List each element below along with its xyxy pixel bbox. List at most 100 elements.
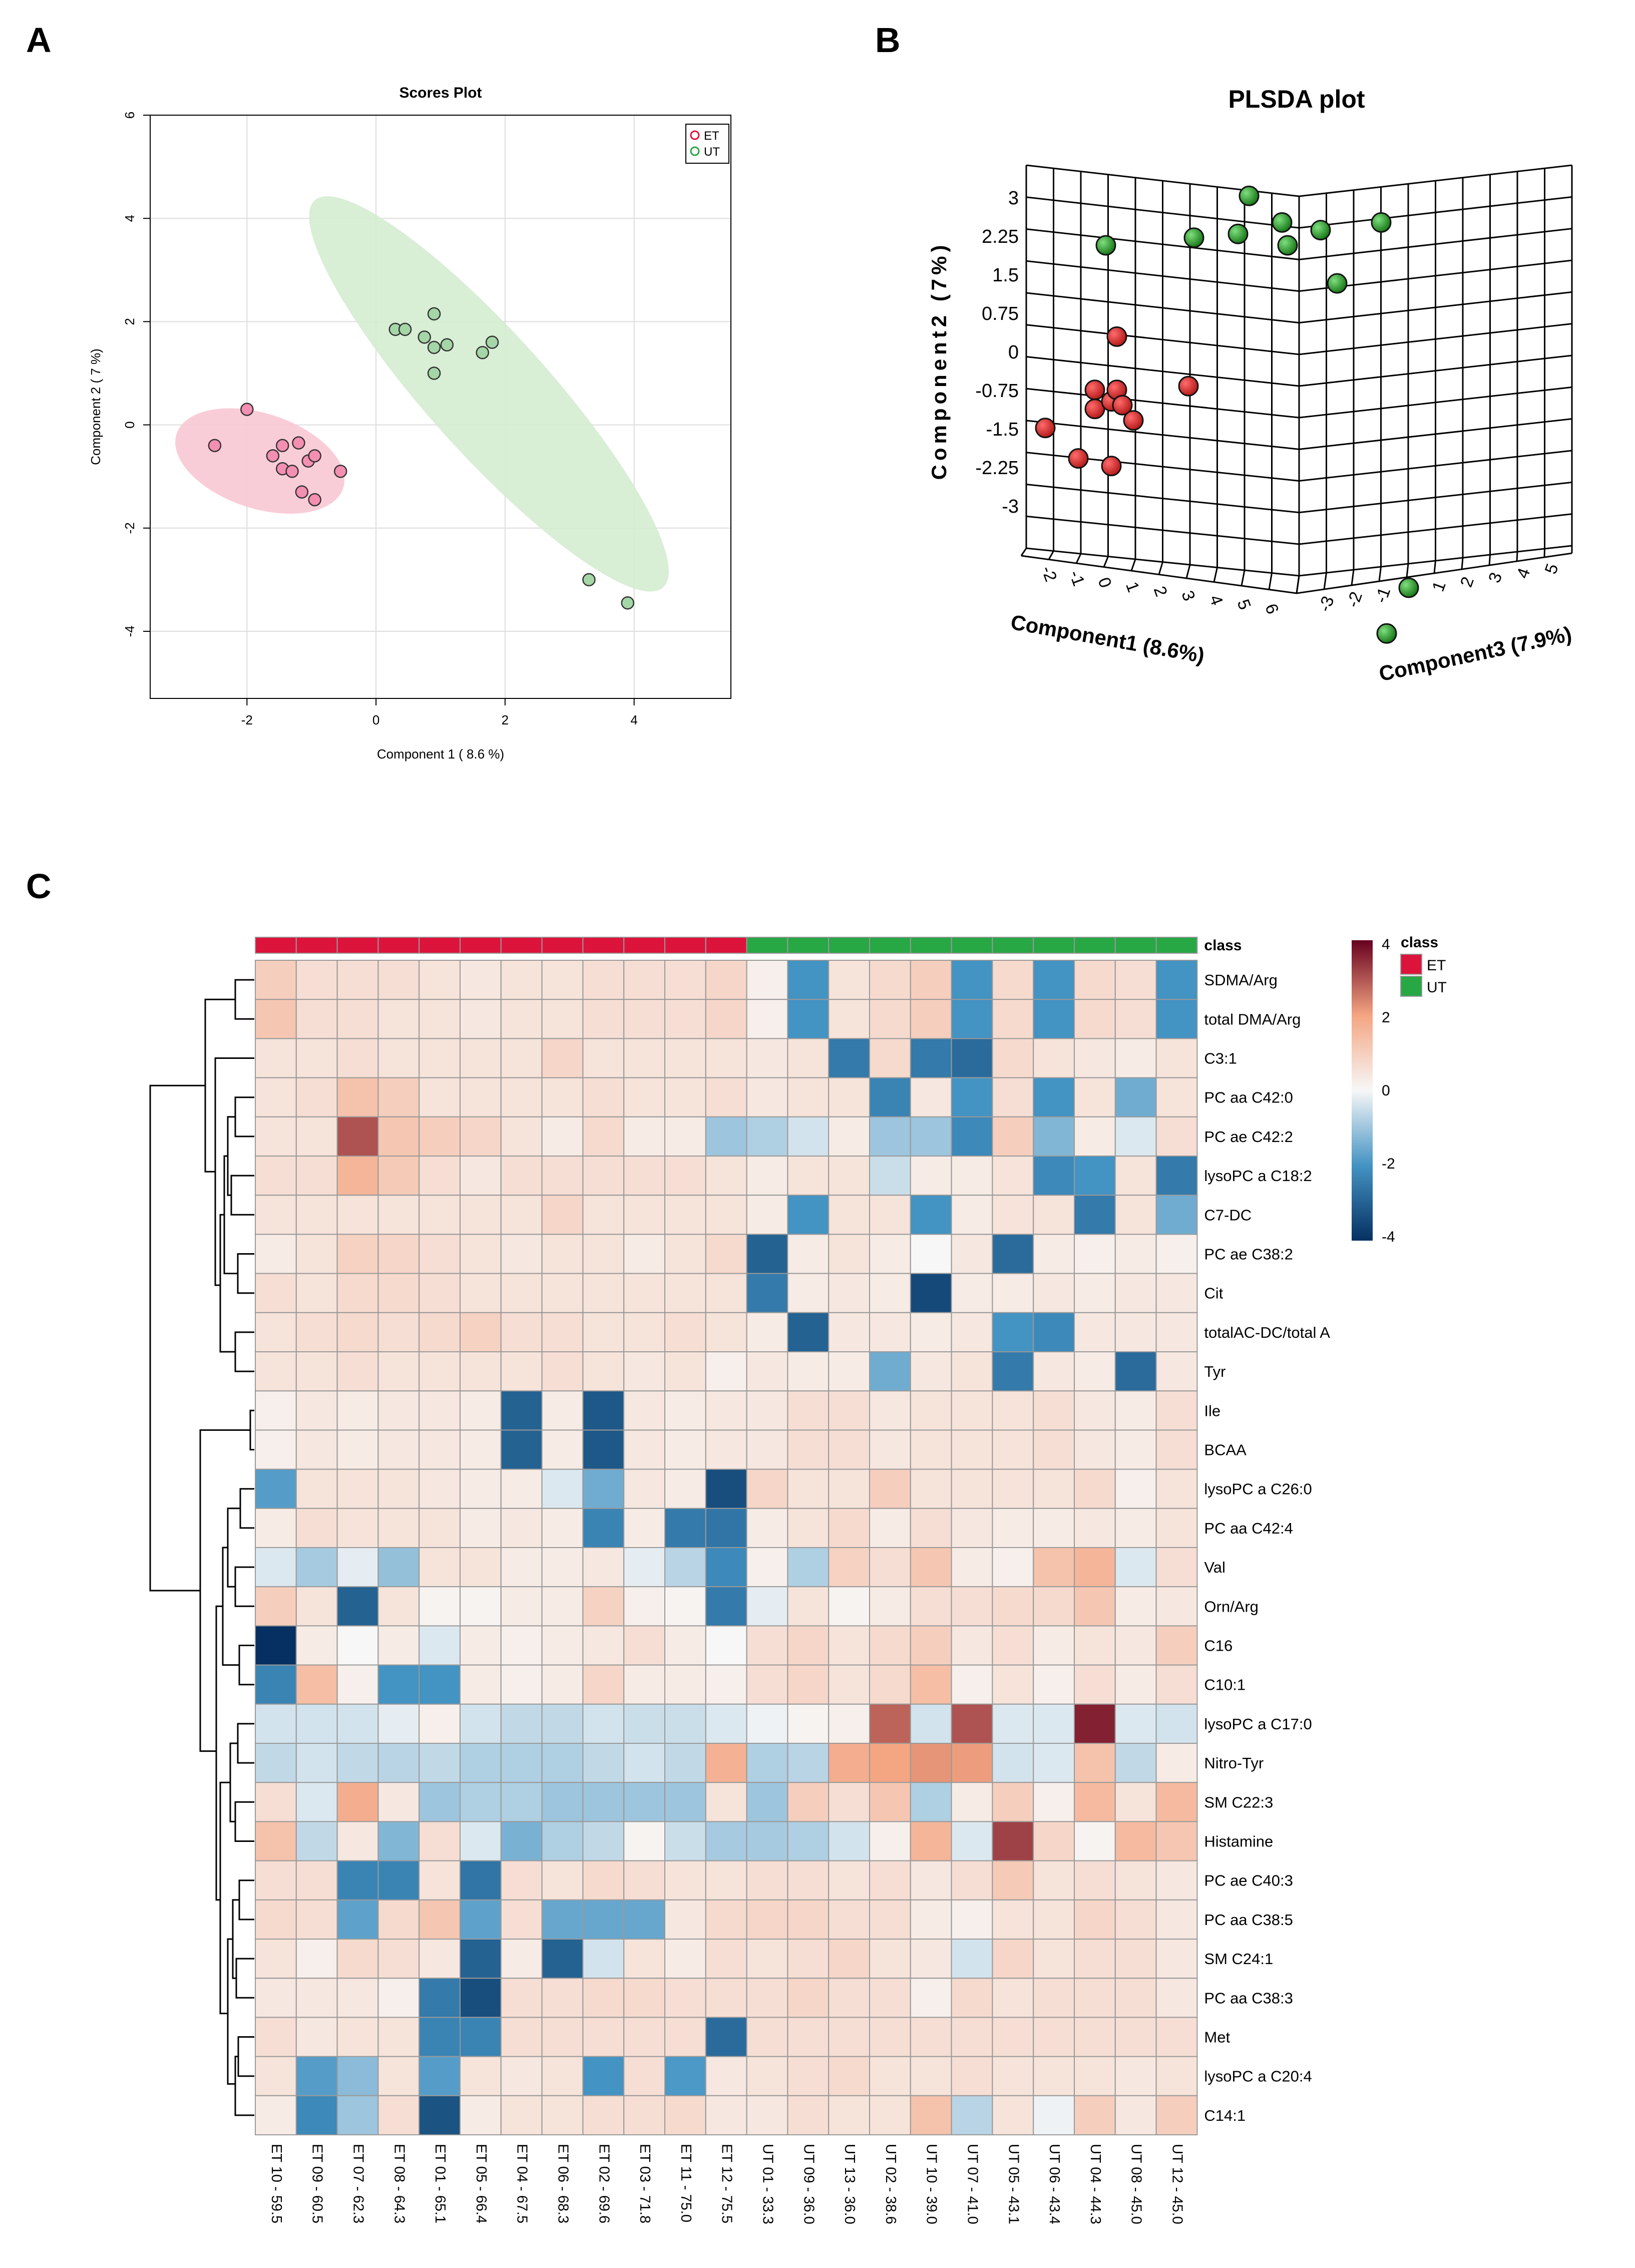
- heatmap-cell: [910, 999, 952, 1039]
- heatmap-cell: [664, 1860, 706, 1901]
- heatmap-cell: [500, 1625, 543, 1666]
- heatmap-cell: [255, 1507, 297, 1549]
- grid-line: [1378, 566, 1382, 582]
- colorbar-tick-label: 4: [1382, 936, 1390, 953]
- heatmap-cell: [419, 1351, 461, 1392]
- heatmap-cell: [1033, 960, 1075, 1000]
- heatmap-cell: [787, 1234, 830, 1274]
- heatmap-cell: [336, 1664, 379, 1705]
- heatmap-cell: [705, 1351, 747, 1392]
- heatmap-cell: [992, 1116, 1034, 1157]
- heatmap-cell: [869, 1077, 911, 1117]
- heatmap-cell: [705, 1077, 747, 1117]
- class-annotation-cell: [705, 937, 747, 954]
- heatmap-cell: [582, 2017, 625, 2057]
- heatmap-cell: [1155, 1899, 1198, 1940]
- row-label: PC ae C40:3: [1204, 1872, 1293, 1889]
- heatmap-cell: [951, 1899, 993, 1940]
- data-point-et: [1123, 410, 1144, 431]
- heatmap-cell: [460, 1507, 502, 1549]
- heatmap-cell: [460, 1978, 502, 2018]
- y-tick-label: -2.25: [975, 458, 1019, 479]
- heatmap-cell: [582, 1429, 625, 1470]
- heatmap-cell: [582, 1703, 625, 1744]
- heatmap-cell: [1114, 1312, 1157, 1353]
- heatmap-cell: [1114, 2017, 1157, 2057]
- heatmap-cell: [460, 1899, 502, 1940]
- grid-line: [1026, 260, 1300, 292]
- heatmap-cell: [787, 1038, 830, 1078]
- heatmap-cell: [623, 1939, 665, 1979]
- heatmap-cell: [541, 1116, 584, 1157]
- heatmap-cell: [295, 1390, 338, 1431]
- heatmap-cell: [1074, 1429, 1116, 1470]
- heatmap-cell: [255, 1116, 297, 1157]
- heatmap-cell: [1155, 1156, 1198, 1196]
- grid-line: [1026, 420, 1300, 450]
- heatmap-cell: [541, 1077, 584, 1117]
- heatmap-cell: [255, 1312, 297, 1353]
- heatmap-cell: [828, 1782, 870, 1822]
- x-tick-label: 2: [502, 712, 509, 727]
- heatmap-cell: [828, 1351, 870, 1392]
- heatmap-cell: [746, 1586, 788, 1627]
- heatmap-cell: [869, 1116, 911, 1157]
- heatmap-cell: [664, 1390, 706, 1431]
- grid-line: [1299, 418, 1572, 450]
- x-tick-label: 0: [372, 712, 379, 727]
- heatmap-cell: [910, 1038, 952, 1078]
- heatmap-cell: [951, 1547, 993, 1588]
- heatmap-cell: [295, 1468, 338, 1509]
- heatmap-cell: [869, 1390, 911, 1431]
- heatmap-cell: [869, 1195, 911, 1235]
- row-label: C7-DC: [1204, 1206, 1252, 1224]
- heatmap-cell: [419, 1782, 461, 1822]
- heatmap-cell: [992, 1195, 1034, 1235]
- heatmap-cell: [828, 1860, 870, 1901]
- heatmap-cell: [460, 1234, 502, 1274]
- data-point-et: [1084, 399, 1105, 420]
- heatmap-cell: [828, 1625, 870, 1666]
- heatmap-cell: [787, 1156, 830, 1196]
- heatmap-cell: [377, 1116, 420, 1157]
- heatmap-cell: [992, 1312, 1034, 1353]
- heatmap-cell: [664, 960, 706, 1000]
- heatmap-cell: [295, 1664, 338, 1705]
- heatmap-cell: [828, 1468, 870, 1509]
- heatmap-cell: [623, 2017, 665, 2057]
- heatmap-cell: [460, 1351, 502, 1392]
- grid-line: [1026, 196, 1300, 229]
- heatmap-cell: [664, 1664, 706, 1705]
- data-point-ut: [1327, 273, 1348, 294]
- z-tick-label: -1: [1371, 585, 1394, 605]
- heatmap-cell: [419, 1312, 461, 1353]
- heatmap-cell: [377, 2056, 420, 2096]
- heatmap-cell: [295, 2056, 338, 2096]
- heatmap-cell: [460, 999, 502, 1039]
- heatmap-cell: [295, 999, 338, 1039]
- class-annotation-cell: [951, 937, 993, 954]
- heatmap-cell: [582, 1351, 625, 1392]
- heatmap-cell: [582, 1038, 625, 1078]
- heatmap-cell: [623, 1077, 665, 1117]
- heatmap-cell: [951, 960, 993, 1000]
- heatmap-cell: [951, 1978, 993, 2018]
- heatmap-cell: [419, 1547, 461, 1588]
- row-label: PC ae C42:2: [1204, 1128, 1293, 1146]
- grid-line: [1130, 559, 1136, 571]
- heatmap-cell: [869, 1586, 911, 1627]
- heatmap-cell: [664, 1782, 706, 1822]
- heatmap-cell: [992, 1978, 1034, 2018]
- heatmap-cell: [541, 1273, 584, 1313]
- heatmap-cell: [1114, 1390, 1157, 1431]
- data-point-et: [208, 439, 222, 453]
- heatmap-cell: [419, 1743, 461, 1783]
- heatmap-cell: [1114, 2095, 1157, 2135]
- heatmap-cell: [1074, 1116, 1116, 1157]
- heatmap-cell: [705, 1703, 747, 1744]
- heatmap-cell: [623, 1978, 665, 2018]
- heatmap-cell: [869, 2056, 911, 2096]
- heatmap-cell: [623, 960, 665, 1000]
- heatmap-cell: [582, 1390, 625, 1431]
- heatmap-cell: [1074, 1782, 1116, 1822]
